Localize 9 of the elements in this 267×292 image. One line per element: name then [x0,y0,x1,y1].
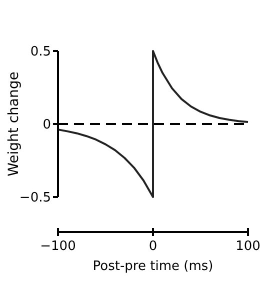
line-series [57,50,249,198]
x-axis-title: Post-pre time (ms) [92,259,214,274]
x-tick-label: −100 [40,239,76,254]
x-tick-label: 0 [148,239,158,254]
y-tick-label: 0 [42,118,51,133]
x-tick-label: 100 [236,239,260,254]
y-tick-label: 0.5 [30,44,51,60]
y-axis-title: Weight change [6,72,22,176]
y-tick-label: −0.5 [19,190,51,206]
